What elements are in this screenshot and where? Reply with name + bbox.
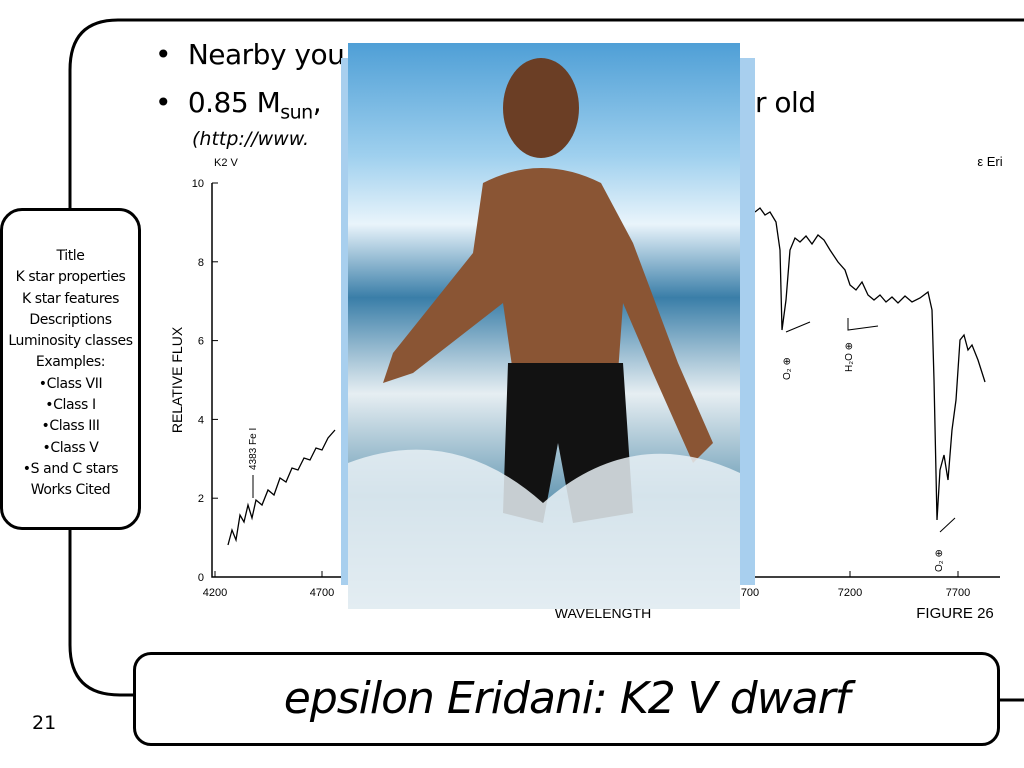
nav-item[interactable]: •S and C stars <box>22 460 119 477</box>
nav-list: Title K star properties K star features Des… <box>3 211 138 502</box>
bullet-text: 0.85 M <box>187 86 281 119</box>
x-axis-label: WAVELENGTH <box>555 605 651 621</box>
bullet-text: Nearby you <box>187 38 345 71</box>
annotation-tick <box>785 321 811 333</box>
bullet: • 0.85 Msun, <box>155 86 322 124</box>
nav-item[interactable]: •Class V <box>42 439 99 456</box>
y-tick-label: 4 <box>198 414 204 426</box>
subscript: sun <box>280 101 313 124</box>
link[interactable]: (http://www. <box>192 128 310 150</box>
y-tick-label: 6 <box>198 336 204 348</box>
bullet-text: r old <box>755 86 816 119</box>
y-tick-label: 0 <box>198 572 204 584</box>
x-tick-label: 4700 <box>310 587 334 599</box>
nav-item[interactable]: •Class I <box>45 397 96 414</box>
spectrum-line <box>754 207 986 521</box>
nav-item[interactable]: K star features <box>21 290 120 307</box>
annotation: O₂ ⊕ <box>782 357 793 380</box>
figure-torso <box>383 168 713 463</box>
figure-head <box>503 58 579 158</box>
page-number: 21 <box>32 712 57 734</box>
annotation-tick <box>939 517 956 533</box>
x-tick-label: 7700 <box>946 587 970 599</box>
nav-item[interactable]: Descriptions <box>29 311 112 328</box>
annotation: O₂ ⊕ <box>934 549 945 572</box>
nav-panel: Title K star properties K star features Des… <box>0 208 141 530</box>
x-tick-label: 700 <box>741 587 759 599</box>
nav-item[interactable]: Examples: <box>35 354 106 371</box>
x-tick-label: 7200 <box>838 587 862 599</box>
water-splash <box>348 449 740 609</box>
y-axis-label: RELATIVE FLUX <box>169 326 185 433</box>
spectrum-figure: K2 V ε Eri RELATIVE FLUX WAVELENGTH FIGURE 2… <box>169 154 1003 622</box>
annotation: 4383 Fe I <box>248 428 259 470</box>
y-tick-label: 10 <box>192 178 204 190</box>
figure-caption: FIGURE 26 <box>916 605 994 622</box>
slide-title: epsilon Eridani: K2 V dwarf <box>133 652 1000 746</box>
x-tick-label: 4200 <box>203 587 227 599</box>
spectrum-line <box>227 429 336 546</box>
nav-item[interactable]: Title <box>56 248 85 264</box>
spectral-type: K2 V <box>214 157 239 169</box>
bullet: • Nearby you <box>155 38 345 71</box>
nav-item[interactable]: Luminosity classes <box>8 333 133 350</box>
y-tick-label: 8 <box>198 257 204 269</box>
nav-item[interactable]: Works Cited <box>30 482 111 499</box>
bullet-text: , <box>312 86 322 119</box>
nav-item[interactable]: •Class VII <box>38 375 103 392</box>
photo <box>341 43 755 609</box>
nav-item[interactable]: •Class III <box>41 418 100 435</box>
star-name: ε Eri <box>977 154 1002 169</box>
y-tick-label: 2 <box>198 493 204 505</box>
annotation: H₂O ⊕ <box>844 342 855 372</box>
annotation-tick <box>847 318 879 331</box>
nav-item[interactable]: K star properties <box>15 269 126 286</box>
